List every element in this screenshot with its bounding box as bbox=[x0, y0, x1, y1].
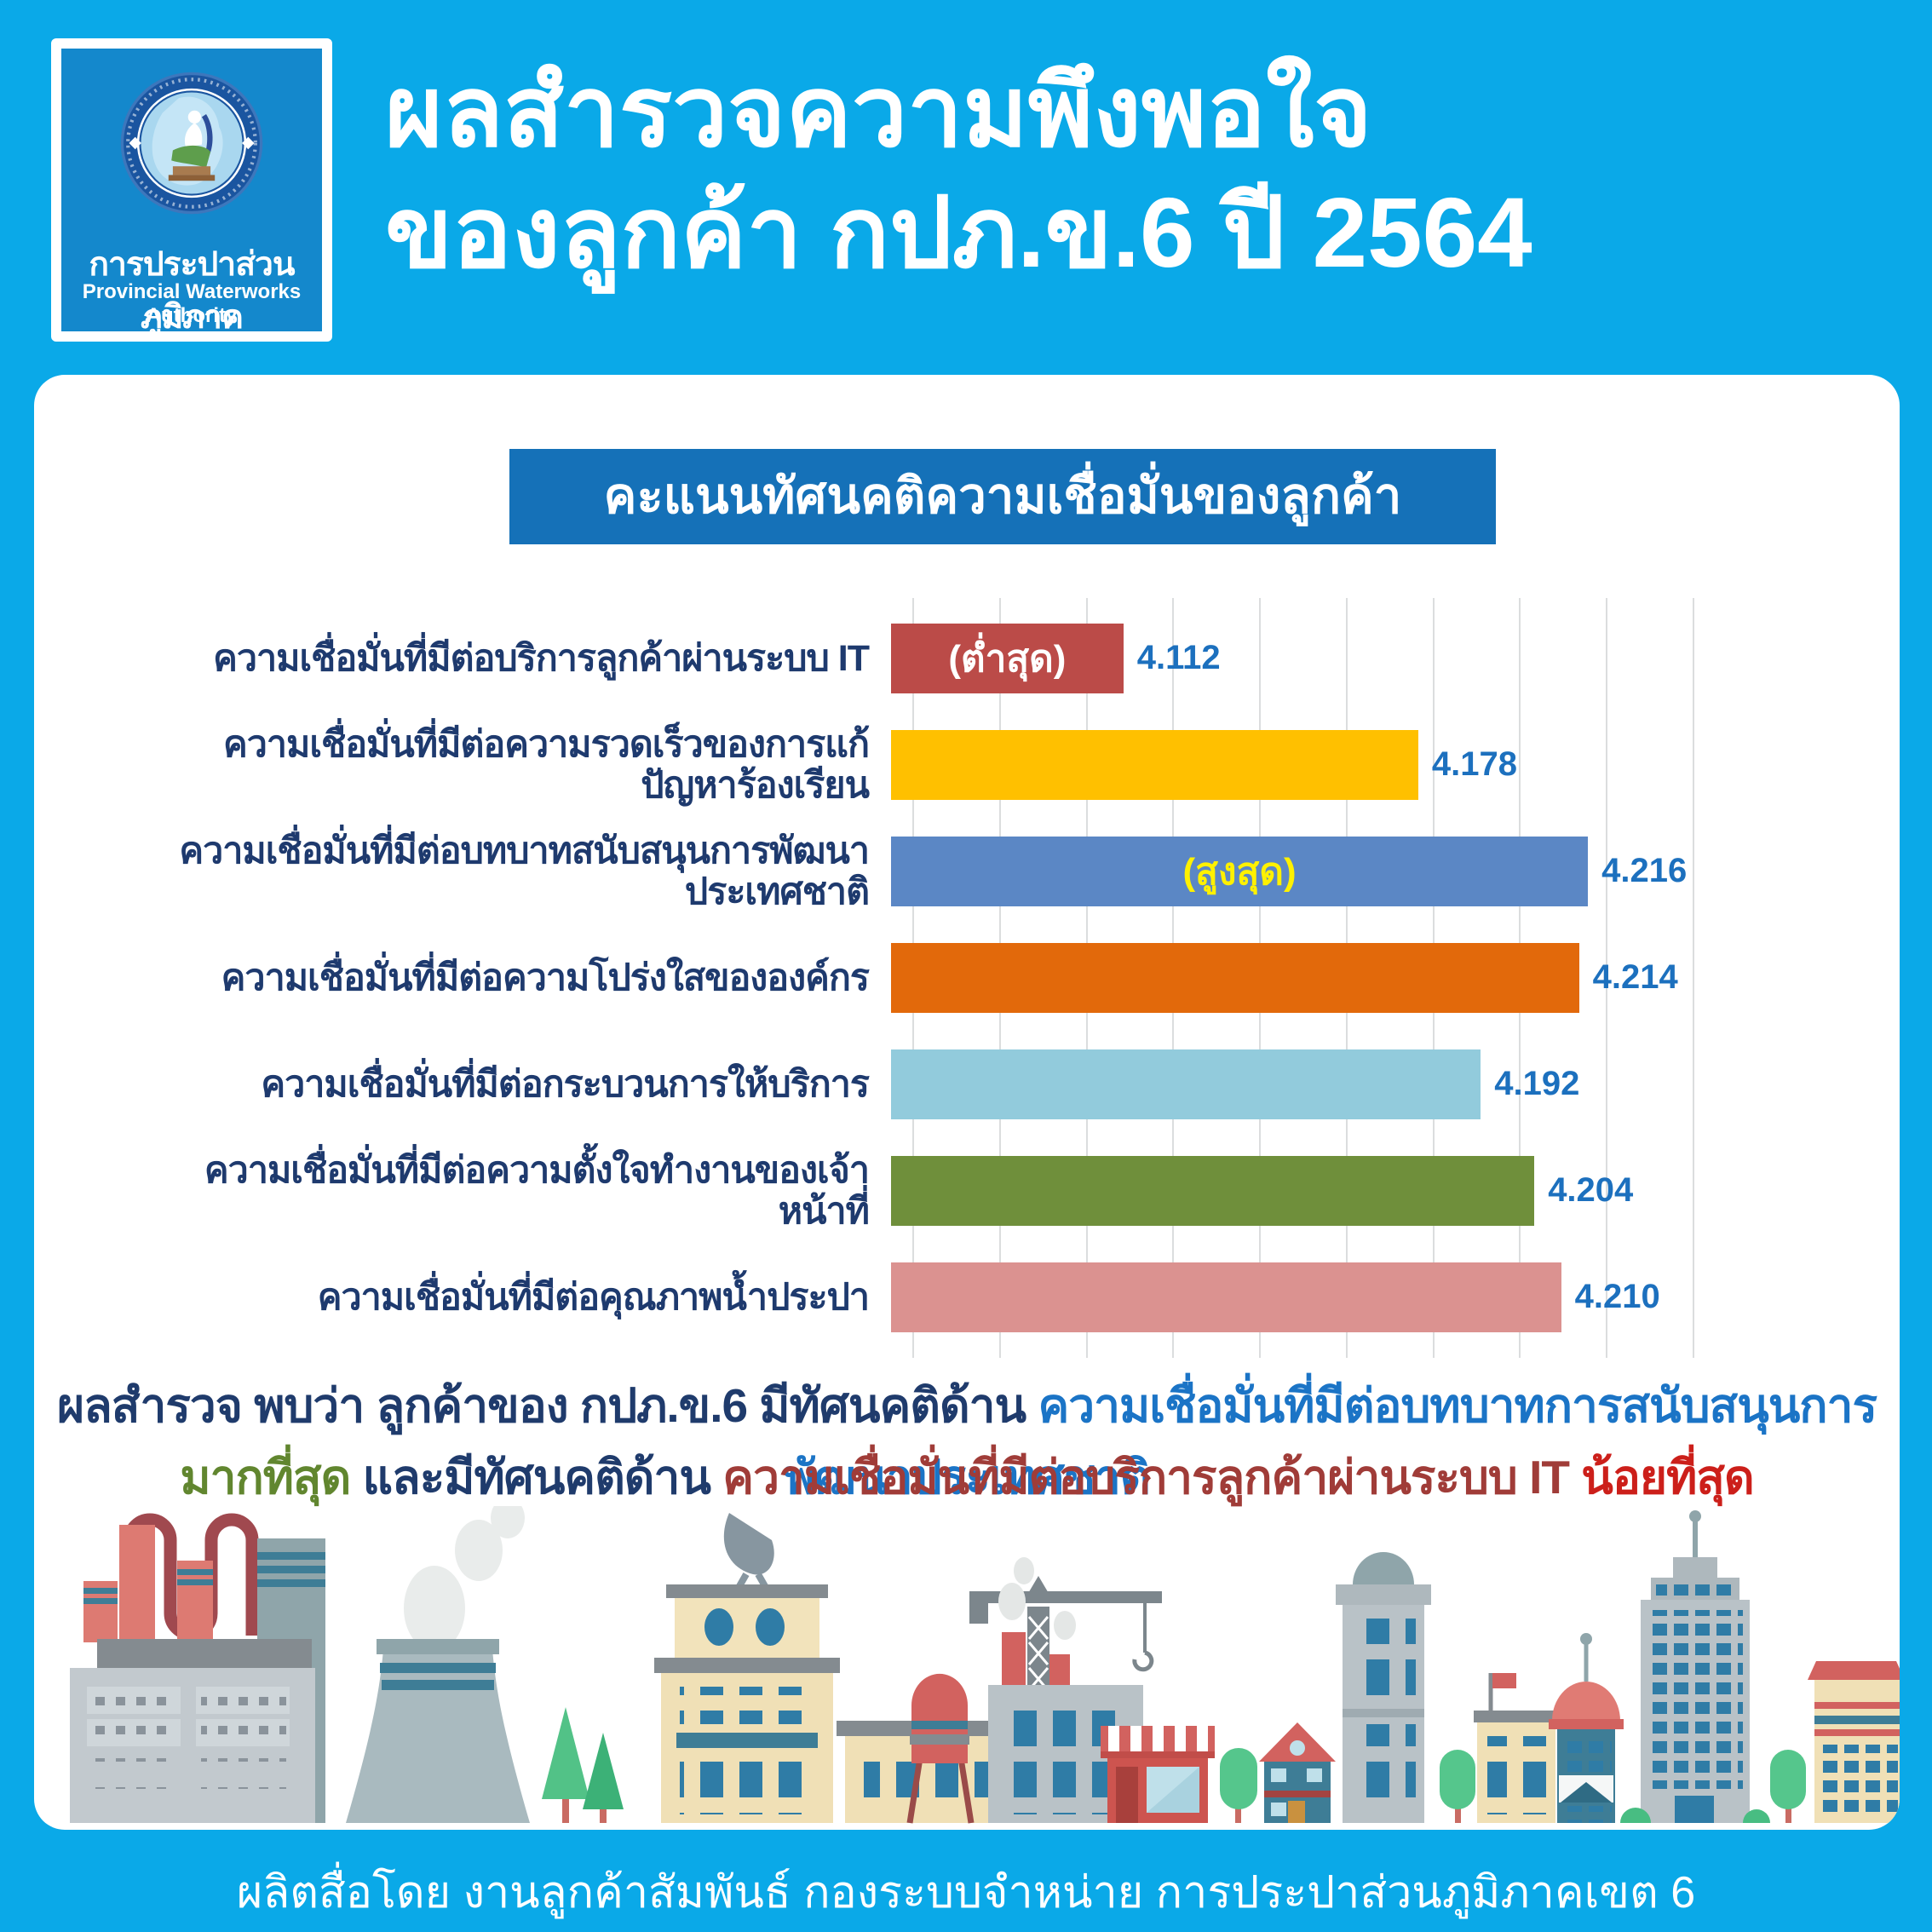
bar-value: 4.216 bbox=[1601, 852, 1688, 889]
summary-line2-least: น้อยที่สุด bbox=[1569, 1451, 1754, 1504]
bar-track: (สูงสุด) 4.216 bbox=[891, 818, 1695, 924]
page-title: ผลสำรวจความพึงพอใจ ของลูกค้า กปภ.ข.6 ปี … bbox=[385, 51, 1532, 293]
teal-house-icon bbox=[1259, 1722, 1336, 1823]
category-label: ความเชื่อมั่นที่มีต่อบทบาทสนับสนุนการพัฒ… bbox=[179, 830, 870, 912]
bar bbox=[891, 1262, 1561, 1332]
summary-line2-mid: และมีทัศนคติด้าน bbox=[350, 1451, 723, 1504]
bar-value: 4.214 bbox=[1592, 958, 1678, 996]
bar-chart: ความเชื่อมั่นที่มีต่อบริการลูกค้าผ่านระบ… bbox=[128, 598, 1695, 1358]
summary-line1-highlight: ความเชื่อมั่นที่มีต่อบทบาทการสนับสนุนการ… bbox=[784, 1379, 1877, 1504]
bar-track: 4.204 bbox=[891, 1137, 1695, 1244]
red-roof-building-icon bbox=[1808, 1661, 1900, 1823]
chart-row: ความเชื่อมั่นที่มีต่อกระบวนการให้บริการ 4… bbox=[128, 1031, 1695, 1137]
bar-chart-rows: ความเชื่อมั่นที่มีต่อบริการลูกค้าผ่านระบ… bbox=[128, 605, 1695, 1350]
bar-track: 4.192 bbox=[891, 1031, 1695, 1137]
logo-english-name: Provincial Waterworks Authority bbox=[82, 280, 302, 327]
dome-building-icon bbox=[1474, 1633, 1624, 1823]
bar-value: 4.204 bbox=[1548, 1171, 1634, 1209]
bar bbox=[891, 1049, 1481, 1119]
pwa-logo: การประปาส่วนภูมิภาค Provincial Waterwork… bbox=[51, 38, 332, 342]
bar: (สูงสุด) bbox=[891, 836, 1589, 906]
pine-trees-icon bbox=[542, 1707, 624, 1823]
bar-track: (ต่ำสุด) 4.112 bbox=[891, 605, 1695, 711]
cityscape-illustration bbox=[34, 1506, 1900, 1830]
bar: (ต่ำสุด) bbox=[891, 623, 1124, 693]
chart-title-banner: คะแนนทัศนคติความเชื่อมั่นของลูกค้า กปภ.ข… bbox=[509, 449, 1496, 619]
category-label: ความเชื่อมั่นที่มีต่อคุณภาพน้ำประปา bbox=[317, 1276, 870, 1318]
factory-icon bbox=[70, 1513, 325, 1823]
page-title-line1: ผลสำรวจความพึงพอใจ bbox=[385, 56, 1372, 167]
category-label: ความเชื่อมั่นที่มีต่อความรวดเร็วของการแก… bbox=[222, 723, 870, 806]
category-label: ความเชื่อมั่นที่มีต่อความตั้งใจทำงานของเ… bbox=[204, 1149, 870, 1232]
satellite-tower-icon bbox=[654, 1513, 840, 1823]
summary-line1: ผลสำรวจ พบว่า ลูกค้าของ กปภ.ข.6 มีทัศนคต… bbox=[34, 1370, 1900, 1513]
summary-line2: มากที่สุด และมีทัศนคติด้าน ความเชื่อมั่น… bbox=[34, 1441, 1900, 1513]
category-label: ความเชื่อมั่นที่มีต่อความโปร่งใสขององค์ก… bbox=[221, 957, 870, 998]
bar-value: 4.210 bbox=[1574, 1278, 1660, 1315]
bar bbox=[891, 729, 1418, 800]
cooling-tower-icon bbox=[346, 1506, 530, 1823]
gridline bbox=[1693, 598, 1694, 1358]
footer-credit: ผลิตสื่อโดย งานลูกค้าสัมพันธ์ กองระบบจำห… bbox=[236, 1868, 1696, 1918]
summary-line2-most: มากที่สุด bbox=[180, 1451, 351, 1504]
pwa-emblem-icon bbox=[120, 72, 263, 215]
arch-tower-icon bbox=[1336, 1552, 1431, 1823]
bar-track: 4.214 bbox=[891, 924, 1695, 1031]
summary-line1-intro: ผลสำรวจ พบว่า ลูกค้าของ กปภ.ข.6 มีทัศนคต… bbox=[56, 1379, 1038, 1432]
bar bbox=[891, 1155, 1535, 1226]
bar bbox=[891, 942, 1579, 1013]
bar-annotation: (ต่ำสุด) bbox=[948, 637, 1067, 680]
chart-row: ความเชื่อมั่นที่มีต่อความโปร่งใสขององค์ก… bbox=[128, 924, 1695, 1031]
bar-value: 4.192 bbox=[1494, 1065, 1580, 1102]
chart-row: ความเชื่อมั่นที่มีต่อความตั้งใจทำงานของเ… bbox=[128, 1137, 1695, 1244]
skyscraper-icon bbox=[1620, 1510, 1770, 1823]
round-tree-icon bbox=[1770, 1750, 1806, 1823]
chart-row: ความเชื่อมั่นที่มีต่อบทบาทสนับสนุนการพัฒ… bbox=[128, 818, 1695, 924]
category-label: ความเชื่อมั่นที่มีต่อกระบวนการให้บริการ bbox=[261, 1063, 870, 1105]
summary-line2-highlight: ความเชื่อมั่นที่มีต่อบริการลูกค้าผ่านระบ… bbox=[722, 1451, 1570, 1504]
bar-track: 4.178 bbox=[891, 711, 1695, 818]
bar-track: 4.210 bbox=[891, 1244, 1695, 1350]
round-tree-icon bbox=[1440, 1750, 1475, 1823]
chart-row: ความเชื่อมั่นที่มีต่อบริการลูกค้าผ่านระบ… bbox=[128, 605, 1695, 711]
bar-value: 4.178 bbox=[1431, 745, 1517, 783]
bar-annotation: (สูงสุด) bbox=[1182, 850, 1297, 893]
round-tree-icon bbox=[1220, 1748, 1257, 1823]
bar-value: 4.112 bbox=[1136, 639, 1221, 676]
logo-thai-name: การประปาส่วนภูมิภาค bbox=[89, 246, 295, 336]
page-title-line2: ของลูกค้า กปภ.ข.6 ปี 2564 bbox=[385, 177, 1532, 288]
category-label: ความเชื่อมั่นที่มีต่อบริการลูกค้าผ่านระบ… bbox=[213, 637, 870, 679]
gridline bbox=[1606, 598, 1608, 1358]
water-tower-icon bbox=[906, 1673, 975, 1824]
chart-row: ความเชื่อมั่นที่มีต่อคุณภาพน้ำประปา 4.210 bbox=[128, 1244, 1695, 1350]
chart-row: ความเชื่อมั่นที่มีต่อความรวดเร็วของการแก… bbox=[128, 711, 1695, 818]
shop-icon bbox=[1101, 1726, 1215, 1823]
